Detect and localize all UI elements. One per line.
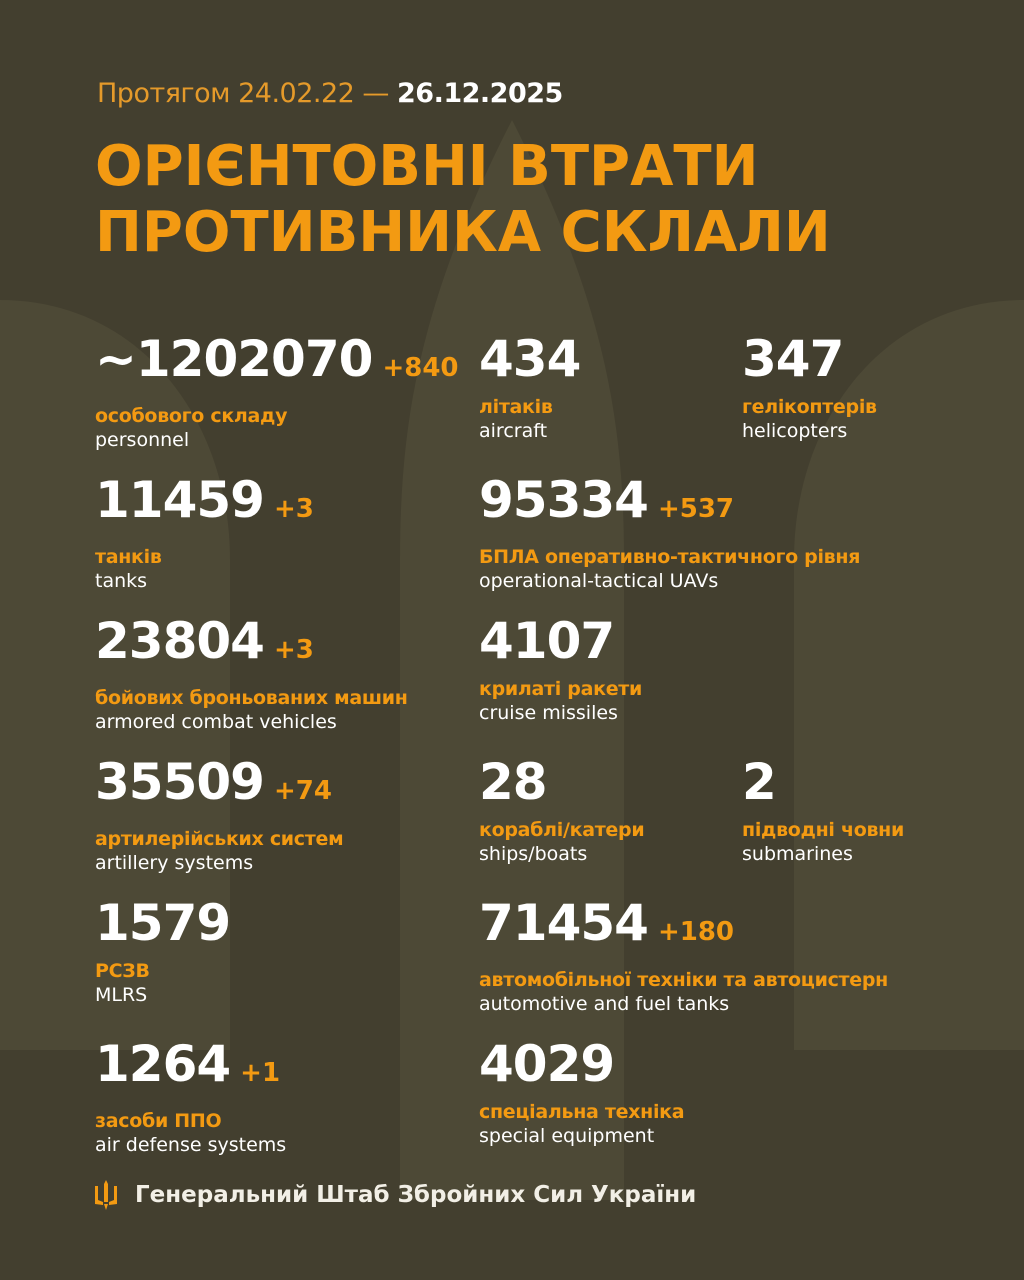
footer-text: Генеральний Штаб Збройних Сил України	[135, 1182, 697, 1208]
stat-delta: +74	[273, 776, 332, 806]
stat-personnel: ~1202070 +840 особового складу personnel	[95, 333, 459, 451]
stat-label-ua: бойових броньованих машин	[95, 687, 408, 709]
stat-special-equipment: 4029 спеціальна техніка special equipment	[479, 1035, 685, 1147]
stat-label-en: air defense systems	[95, 1134, 287, 1156]
trident-icon	[95, 1180, 117, 1210]
footer: Генеральний Штаб Збройних Сил України	[95, 1180, 696, 1210]
stat-label-en: tanks	[95, 570, 148, 592]
stat-value: 35509	[95, 753, 265, 811]
stat-value: 1264	[95, 1035, 231, 1093]
stat-label-ua: крилаті ракети	[479, 678, 643, 700]
title-line-2: ПРОТИВНИКА СКЛАЛИ	[95, 200, 831, 265]
stat-value: 95334	[479, 471, 649, 529]
stat-ships: 28 кораблі/катери ships/boats	[479, 753, 645, 865]
stat-label-en: cruise missiles	[479, 702, 618, 724]
stat-label-en: submarines	[742, 843, 853, 865]
stat-label-ua: автомобільної техніки та автоцистерн	[479, 969, 888, 991]
stat-label-ua: особового складу	[95, 405, 288, 427]
stat-label-en: personnel	[95, 429, 190, 451]
stat-label-ua: спеціальна техніка	[479, 1101, 685, 1123]
stat-uavs: 95334 +537 БПЛА оперативно-тактичного рівн…	[479, 474, 860, 592]
stat-label-ua: артилерійських систем	[95, 828, 344, 850]
stat-acv: 23804 +3 бойових броньованих машин armored …	[95, 615, 408, 733]
stat-value: 4107	[479, 612, 615, 670]
stat-label-en: armored combat vehicles	[95, 711, 337, 733]
stat-submarines: 2 підводні човни submarines	[742, 756, 904, 865]
stat-label-ua: танків	[95, 546, 162, 568]
stat-value: 1579	[95, 894, 231, 952]
stat-label-en: special equipment	[479, 1125, 655, 1147]
stat-helicopters: 347 гелікоптерів helicopters	[742, 333, 877, 442]
stat-label-en: automotive and fuel tanks	[479, 993, 730, 1015]
stat-value: ~1202070	[95, 330, 373, 388]
stat-label-en: MLRS	[95, 984, 148, 1006]
stat-value: 23804	[95, 612, 265, 670]
stat-label-en: operational-tactical UAVs	[479, 570, 719, 592]
stat-value: 347	[742, 330, 844, 388]
stat-delta: +1	[240, 1058, 281, 1088]
stat-value: 71454	[479, 894, 649, 952]
stat-artillery: 35509 +74 артилерійських систем artillery s…	[95, 753, 344, 874]
stat-delta: +840	[382, 353, 459, 383]
stat-label-ua: засоби ППО	[95, 1110, 222, 1132]
stat-delta: +537	[657, 494, 735, 524]
stat-delta: +180	[657, 917, 735, 947]
stat-tanks: 11459 +3 танків tanks	[95, 474, 314, 592]
stat-vehicles: 71454 +180 автомобільної техніки та автоци…	[479, 897, 888, 1015]
stat-label-en: artillery systems	[95, 852, 254, 874]
page-title: ОРІЄНТОВНІ ВТРАТИ ПРОТИВНИКА СКЛАЛИ	[95, 134, 831, 266]
stat-label-ua: підводні човни	[742, 819, 905, 841]
stat-aircraft: 434 літаків aircraft	[479, 330, 581, 442]
period: Протягом 24.02.22 — 26.12.2025	[97, 78, 563, 109]
stat-air-defense: 1264 +1 засоби ППО air defense systems	[95, 1038, 286, 1156]
stat-label-en: aircraft	[479, 420, 548, 442]
stat-value: 434	[479, 330, 581, 388]
stat-label-en: helicopters	[742, 420, 848, 442]
stat-label-ua: БПЛА оперативно-тактичного рівня	[479, 546, 861, 568]
stat-value: 28	[479, 753, 548, 811]
stat-delta: +3	[273, 635, 314, 665]
stat-label-ua: РСЗВ	[95, 960, 150, 982]
period-end: 26.12.2025	[397, 78, 563, 109]
stat-label-ua: літаків	[479, 396, 553, 418]
stat-cruise-missiles: 4107 крилаті ракети cruise missiles	[479, 615, 642, 724]
stat-delta: +3	[273, 494, 314, 524]
stat-mlrs: 1579 РСЗВ MLRS	[95, 894, 231, 1006]
period-start: Протягом 24.02.22 —	[97, 78, 389, 109]
title-line-1: ОРІЄНТОВНІ ВТРАТИ	[95, 134, 759, 199]
stat-label-ua: кораблі/катери	[479, 819, 645, 841]
stat-label-ua: гелікоптерів	[742, 396, 877, 418]
stat-value: 11459	[95, 471, 265, 529]
stat-label-en: ships/boats	[479, 843, 588, 865]
stat-value: 4029	[479, 1035, 615, 1093]
stat-value: 2	[742, 753, 777, 811]
